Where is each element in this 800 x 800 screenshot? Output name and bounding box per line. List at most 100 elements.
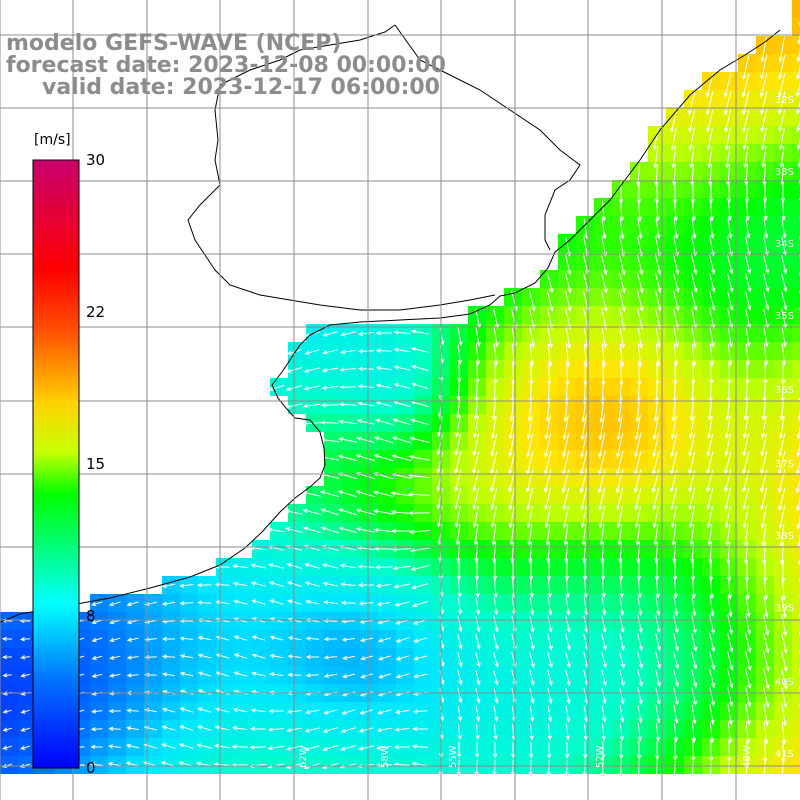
wind-arrow <box>547 325 553 349</box>
wind-arrow <box>778 415 785 440</box>
wind-arrow <box>526 415 533 440</box>
wind-arrow <box>161 672 175 677</box>
wind-arrow <box>376 601 392 607</box>
wind-cell <box>792 324 800 342</box>
wind-arrow <box>393 744 411 750</box>
wind-arrow <box>691 218 697 240</box>
wind-arrow <box>691 722 697 743</box>
wind-arrow <box>743 145 749 169</box>
wind-arrow <box>780 272 788 293</box>
wind-arrow <box>321 367 339 373</box>
wind-arrow <box>688 109 696 134</box>
wind-arrow <box>394 601 410 607</box>
wind-arrow <box>565 687 571 705</box>
wind-arrow <box>763 686 770 708</box>
wind-arrow <box>436 452 444 474</box>
wind-arrow <box>355 508 376 516</box>
wind-arrow <box>547 705 553 723</box>
wind-arrow <box>633 469 642 494</box>
wind-arrow <box>2 654 12 660</box>
wind-arrow <box>322 745 338 752</box>
wind-arrow <box>706 505 713 529</box>
wind-arrow <box>126 637 139 642</box>
wind-cell <box>792 378 800 396</box>
wind-arrow <box>691 704 697 725</box>
wind-arrow <box>582 560 588 581</box>
wind-arrow <box>652 127 659 151</box>
colorbar-tick: 8 <box>86 607 96 625</box>
wind-arrow <box>726 272 734 293</box>
wind-arrow <box>691 668 698 688</box>
wind-arrow <box>655 615 661 634</box>
wind-arrow <box>618 254 626 276</box>
wind-arrow <box>339 367 357 372</box>
wind-arrow <box>760 54 768 81</box>
wind-arrow <box>91 673 103 678</box>
wind-arrow <box>528 560 534 581</box>
wind-arrow <box>654 272 662 294</box>
wind-arrow <box>796 443 800 458</box>
wind-arrow <box>691 200 696 222</box>
wind-arrow <box>393 583 411 589</box>
wind-arrow <box>705 91 714 116</box>
wind-arrow <box>91 709 103 714</box>
wind-arrow <box>618 758 623 779</box>
wind-arrow <box>473 524 479 546</box>
wind-arrow <box>196 743 212 749</box>
wind-arrow <box>490 415 497 440</box>
lon-label: 55W <box>448 745 459 768</box>
wind-arrow <box>745 308 752 330</box>
wind-arrow <box>250 726 266 732</box>
wind-arrow <box>761 146 767 169</box>
wind-arrow <box>322 349 338 355</box>
wind-arrow <box>126 601 139 607</box>
wind-arrow <box>636 272 644 294</box>
wind-arrow <box>619 218 625 240</box>
wind-arrow <box>19 636 31 642</box>
wind-arrow <box>637 578 642 599</box>
wind-arrow <box>745 236 751 257</box>
wind-cell <box>792 450 800 468</box>
wind-arrow <box>655 651 662 670</box>
wind-arrow <box>508 415 515 440</box>
wind-arrow <box>619 633 625 651</box>
wind-arrow <box>615 450 624 476</box>
wind-arrow <box>778 36 785 63</box>
wind-arrow <box>413 637 428 643</box>
wind-arrow <box>615 469 624 494</box>
wind-arrow <box>493 615 499 633</box>
wind-arrow <box>545 524 551 546</box>
wind-arrow <box>338 437 358 443</box>
wind-arrow <box>232 707 248 713</box>
wind-arrow <box>454 506 461 528</box>
wind-arrow <box>580 505 587 529</box>
wind-arrow <box>377 637 392 643</box>
wind-arrow <box>215 689 230 695</box>
wind-arrow <box>529 615 535 634</box>
wind-arrow <box>760 505 767 529</box>
wind-arrow <box>547 633 553 651</box>
wind-arrow <box>340 349 356 355</box>
wind-arrow <box>251 653 266 659</box>
wind-arrow <box>456 759 461 777</box>
wind-arrow <box>267 745 285 751</box>
wind-arrow <box>688 127 695 151</box>
wind-arrow <box>454 451 462 475</box>
wind-arrow <box>742 433 750 457</box>
wind-arrow <box>304 745 321 751</box>
wind-arrow <box>490 469 498 493</box>
wind-arrow <box>724 109 732 133</box>
wind-arrow <box>579 469 588 494</box>
wind-arrow <box>529 633 535 651</box>
wind-arrow <box>439 634 445 650</box>
wind-arrow <box>359 619 374 624</box>
wind-arrow <box>529 705 535 723</box>
wind-arrow <box>391 436 412 444</box>
wind-arrow <box>126 619 139 625</box>
wind-arrow <box>357 564 375 569</box>
wind-arrow <box>91 601 103 607</box>
wind-arrow <box>409 547 430 553</box>
wind-arrow <box>561 469 570 494</box>
wind-arrow <box>583 723 588 741</box>
